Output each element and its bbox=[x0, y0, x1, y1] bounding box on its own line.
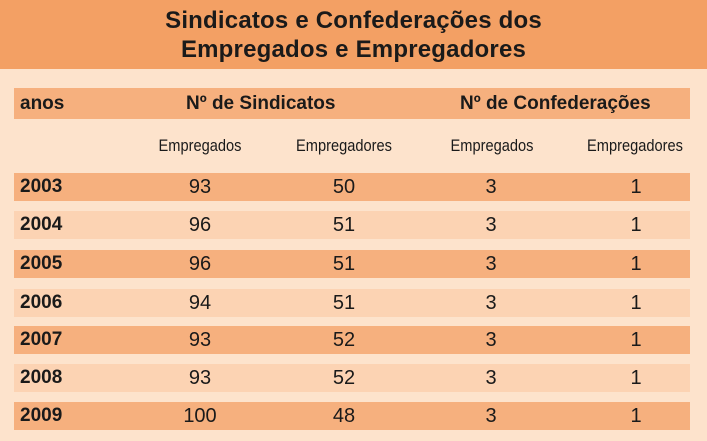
year-cell: 2008 bbox=[20, 367, 63, 388]
table-row: 2008 93 52 3 1 bbox=[14, 364, 690, 392]
confed-employers-cell: 1 bbox=[630, 253, 642, 275]
unions-employers-cell: 52 bbox=[332, 329, 356, 351]
confed-employees-cell: 3 bbox=[485, 214, 497, 236]
confed-employees-cell: 3 bbox=[485, 176, 497, 198]
unions-employers-cell: 50 bbox=[332, 176, 356, 198]
confed-employees-cell: 3 bbox=[485, 367, 497, 389]
confed-employees-cell: 3 bbox=[485, 405, 497, 427]
confed-employers-cell: 1 bbox=[630, 176, 642, 198]
unions-employers-cell: 51 bbox=[332, 253, 356, 275]
unions-employees-cell: 96 bbox=[188, 253, 212, 275]
subheader-unions-employees: Empregados bbox=[158, 136, 242, 155]
year-cell: 2003 bbox=[20, 176, 63, 197]
title-line-1: Sindicatos e Confederações dos bbox=[165, 6, 542, 34]
year-cell: 2009 bbox=[20, 405, 63, 426]
table-header: anos Nº de Sindicatos Nº de Confederaçõe… bbox=[14, 88, 690, 119]
subheader-confed-employees: Empregados bbox=[450, 136, 534, 155]
year-cell: 2005 bbox=[20, 253, 63, 274]
unions-employers-cell: 51 bbox=[332, 292, 356, 314]
year-cell: 2007 bbox=[20, 329, 63, 350]
subheader-unions-employers: Empregadores bbox=[296, 136, 392, 155]
confed-employers-cell: 1 bbox=[630, 405, 642, 427]
unions-employers-cell: 48 bbox=[332, 405, 356, 427]
unions-employees-cell: 100 bbox=[183, 405, 217, 427]
year-cell: 2004 bbox=[20, 214, 63, 235]
years-header: anos bbox=[20, 93, 65, 114]
table-row: 2006 94 51 3 1 bbox=[14, 289, 690, 317]
title-line-2: Empregados e Empregadores bbox=[180, 35, 527, 63]
unions-employers-cell: 51 bbox=[332, 214, 356, 236]
unions-employees-cell: 93 bbox=[188, 367, 212, 389]
title-band: Sindicatos e Confederações dos Empregado… bbox=[0, 0, 707, 69]
table-row: 2009 100 48 3 1 bbox=[14, 402, 690, 430]
unions-employees-cell: 93 bbox=[188, 329, 212, 351]
year-cell: 2006 bbox=[20, 292, 63, 313]
confed-employers-cell: 1 bbox=[630, 329, 642, 351]
table-row: 2004 96 51 3 1 bbox=[14, 211, 690, 239]
confed-employees-cell: 3 bbox=[485, 253, 497, 275]
table-row: 2005 96 51 3 1 bbox=[14, 250, 690, 278]
confed-employers-cell: 1 bbox=[630, 292, 642, 314]
table-row: 2007 93 52 3 1 bbox=[14, 326, 690, 354]
subheader-confed-employers: Empregadores bbox=[587, 136, 683, 155]
table-row: 2003 93 50 3 1 bbox=[14, 173, 690, 201]
unions-employees-cell: 96 bbox=[188, 214, 212, 236]
confed-employers-cell: 1 bbox=[630, 214, 642, 236]
unions-employees-cell: 93 bbox=[188, 176, 212, 198]
confed-employees-cell: 3 bbox=[485, 329, 497, 351]
unions-header: Nº de Sindicatos bbox=[186, 93, 336, 114]
unions-employees-cell: 94 bbox=[188, 292, 212, 314]
confed-employees-cell: 3 bbox=[485, 292, 497, 314]
confed-employers-cell: 1 bbox=[630, 367, 642, 389]
confederations-header: Nº de Confederações bbox=[460, 93, 651, 114]
unions-employers-cell: 52 bbox=[332, 367, 356, 389]
